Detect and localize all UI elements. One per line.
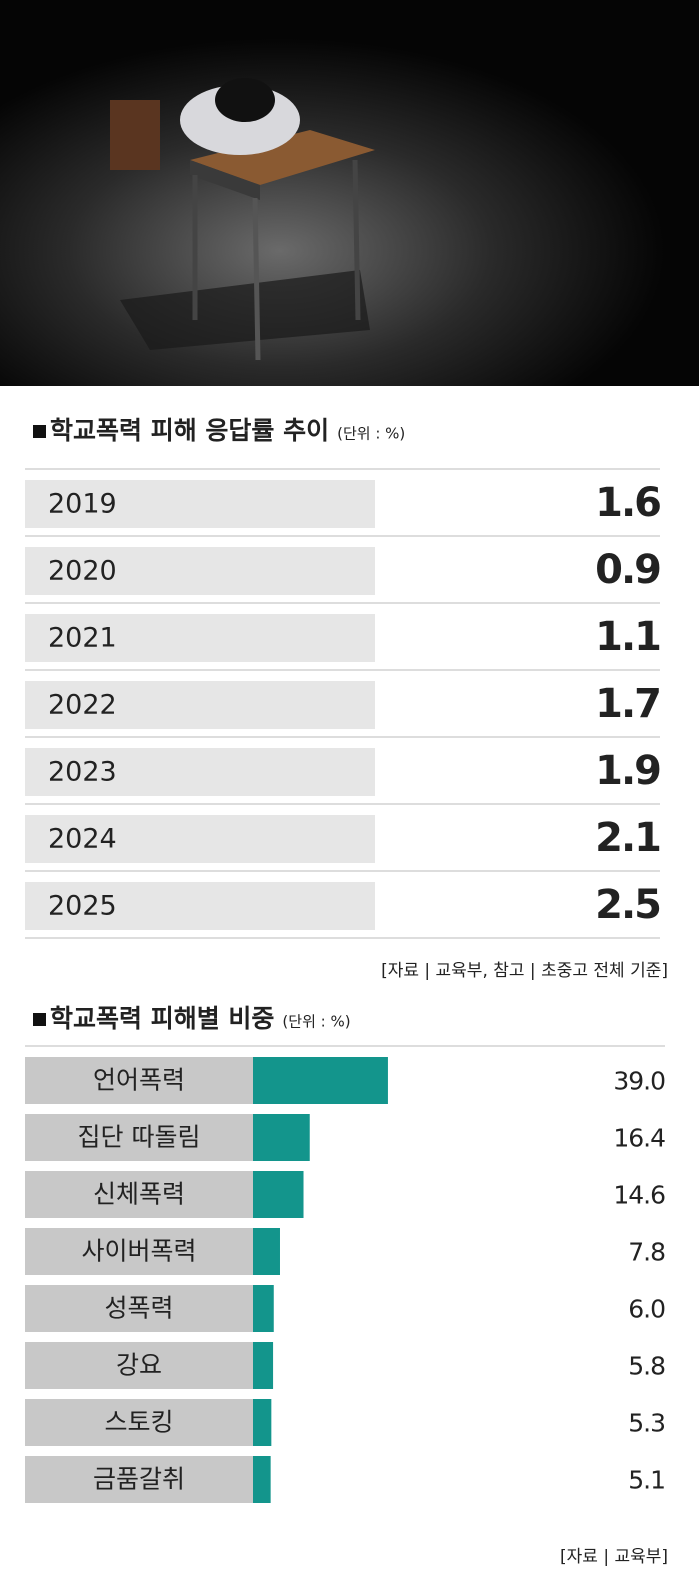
category-cell [25,1456,253,1503]
year-cell [25,815,375,863]
year-cell [25,882,375,930]
year-label: 2020 [48,556,117,587]
category-label: 사이버폭력 [81,1237,196,1266]
rate-value: 0.9 [595,547,660,593]
rate-value: 2.5 [595,882,660,928]
value-label: 7.8 [628,1238,665,1267]
value-label: 5.3 [628,1409,665,1438]
category-label: 언어폭력 [93,1066,185,1095]
category-cell [25,1228,253,1275]
category-label: 금품갈취 [93,1465,185,1494]
bar [253,1456,271,1503]
year-cell [25,614,375,662]
photo [0,0,699,386]
year-cell [25,681,375,729]
photo-desk [190,130,375,185]
value-label: 39.0 [613,1067,665,1096]
value-label: 14.6 [613,1181,665,1210]
category-cell [25,1342,253,1389]
year-label: 2023 [48,757,117,788]
rate-value: 1.7 [595,681,660,727]
category-cell [25,1114,253,1161]
title-bullet [33,1013,46,1026]
category-cell [25,1057,253,1104]
bar [253,1228,280,1275]
unit-label: (단위 : %) [337,425,405,443]
bar [253,1171,304,1218]
rate-value: 1.1 [595,614,660,660]
rate-value: 1.6 [595,480,660,526]
photo-chair [110,100,160,170]
rate-value: 1.9 [595,748,660,794]
category-label: 스토킹 [104,1408,173,1437]
photo-student-head [215,78,275,122]
category-cell [25,1399,253,1446]
title-bullet [33,425,46,438]
source-note: [자료 | 교육부, 참고 | 초중고 전체 기준] [381,961,668,981]
value-label: 5.1 [628,1466,665,1495]
bar [253,1342,274,1389]
category-label: 신체폭력 [93,1180,185,1209]
section-title: 학교폭력 피해별 비중 [50,1004,274,1033]
year-cell [25,547,375,595]
value-label: 5.8 [628,1352,665,1381]
photo-shadow [120,270,370,350]
bar [253,1285,274,1332]
rate-value: 2.1 [595,815,660,861]
category-label: 성폭력 [104,1294,173,1323]
year-label: 2025 [48,891,117,922]
photo-desk-side [190,160,260,200]
year-label: 2022 [48,690,117,721]
category-cell [25,1171,253,1218]
bar [253,1399,272,1446]
category-label: 강요 [116,1351,162,1380]
category-cell [25,1285,253,1332]
year-label: 2024 [48,824,117,855]
category-label: 집단 따돌림 [78,1123,201,1152]
section-title: 학교폭력 피해 응답률 추이 [50,416,329,445]
photo-desk-leg [352,159,361,321]
value-label: 16.4 [613,1124,665,1153]
year-label: 2019 [48,489,117,520]
bar [253,1057,388,1104]
unit-label: (단위 : %) [282,1013,350,1031]
year-cell [25,748,375,796]
source-note: [자료 | 교육부] [560,1547,668,1567]
photo-desk-leg [252,197,261,361]
value-label: 6.0 [628,1295,665,1324]
bar [253,1114,310,1161]
year-label: 2021 [48,623,117,654]
year-cell [25,480,375,528]
